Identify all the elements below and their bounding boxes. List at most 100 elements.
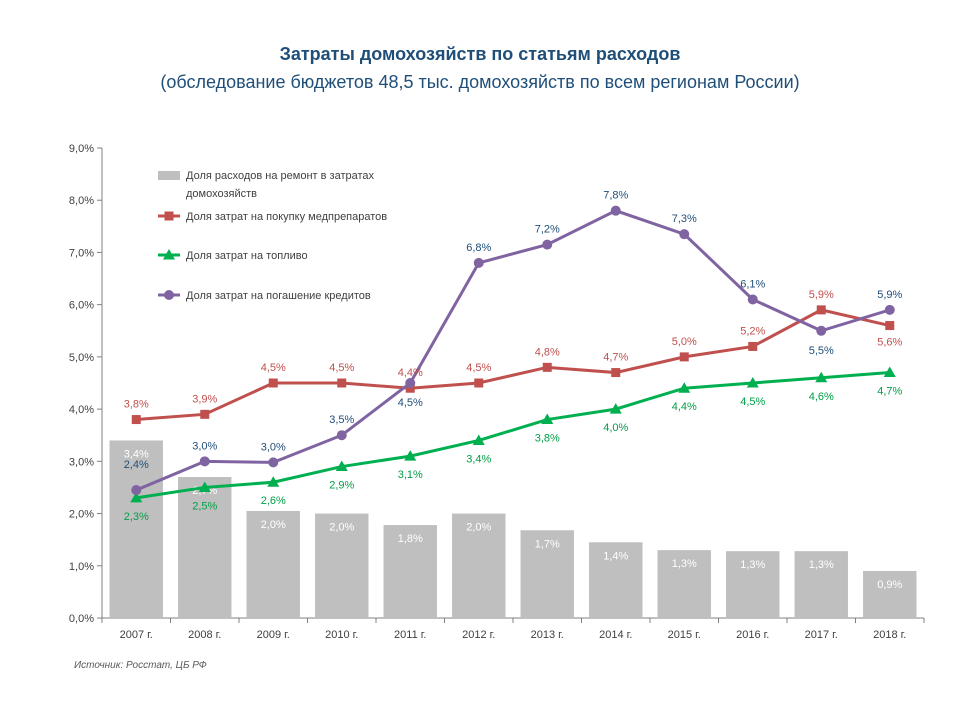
y-tick-label: 5,0% — [69, 352, 94, 364]
bar-label-repair: 1,4% — [603, 550, 628, 562]
data-label-fuel: 4,7% — [877, 386, 902, 398]
data-label-fuel: 3,8% — [535, 433, 560, 445]
data-label-medicine: 4,7% — [603, 352, 628, 364]
x-tick-label: 2013 г. — [531, 629, 564, 641]
x-tick-label: 2018 г. — [873, 629, 906, 641]
marker-medicine — [337, 378, 347, 388]
bar-repair — [383, 525, 437, 618]
x-tick-label: 2014 г. — [599, 629, 632, 641]
y-tick-label: 2,0% — [69, 509, 94, 521]
data-label-fuel: 4,4% — [672, 401, 697, 413]
marker-medicine — [611, 368, 621, 378]
legend-marker-medicine — [164, 211, 174, 221]
legend-label-repair: Доля расходов на ремонт в затратах домохо… — [186, 170, 375, 200]
legend-marker-fuel — [163, 249, 175, 260]
y-tick-label: 8,0% — [69, 195, 94, 207]
data-label-fuel: 2,3% — [124, 511, 149, 523]
y-tick-label: 4,0% — [69, 404, 94, 416]
marker-fuel — [815, 371, 828, 383]
data-label-credit: 3,0% — [261, 441, 286, 453]
data-label-credit: 5,5% — [809, 345, 834, 357]
marker-credit — [336, 430, 347, 441]
y-tick-label: 3,0% — [69, 456, 94, 468]
marker-credit — [610, 205, 621, 216]
marker-credit — [268, 457, 279, 468]
x-tick-label: 2010 г. — [325, 629, 358, 641]
marker-credit — [747, 294, 758, 305]
x-tick-label: 2008 г. — [188, 629, 221, 641]
x-tick-label: 2016 г. — [736, 629, 769, 641]
bar-repair — [863, 571, 917, 618]
marker-medicine — [200, 409, 210, 419]
marker-medicine — [542, 362, 552, 372]
bar-repair — [726, 551, 780, 618]
bar-repair — [657, 550, 711, 618]
x-tick-label: 2017 г. — [805, 629, 838, 641]
data-label-fuel: 4,6% — [809, 391, 834, 403]
chart-title: Затраты домохозяйств по статьям расходов — [279, 44, 681, 64]
marker-fuel — [130, 491, 143, 503]
data-label-fuel: 2,9% — [329, 480, 354, 492]
data-label-fuel: 4,5% — [740, 396, 765, 408]
data-label-credit: 6,8% — [466, 242, 491, 254]
marker-medicine — [405, 383, 415, 393]
marker-medicine — [748, 341, 758, 351]
line-fuel — [136, 371, 890, 500]
data-label-credit: 2,4% — [124, 459, 149, 471]
bar-label-repair: 1,7% — [535, 538, 560, 550]
source-note: Источник: Росстат, ЦБ РФ — [74, 660, 207, 671]
marker-fuel — [472, 434, 485, 445]
data-label-medicine: 4,5% — [329, 362, 354, 374]
marker-fuel — [746, 377, 759, 388]
line-medicine — [136, 308, 891, 422]
bar-repair — [452, 513, 506, 618]
data-label-fuel: 2,6% — [261, 495, 286, 507]
data-label-credit: 5,9% — [877, 289, 902, 301]
data-label-medicine: 4,4% — [398, 367, 423, 379]
marker-credit — [679, 229, 690, 240]
data-label-fuel: 4,0% — [603, 422, 628, 434]
x-tick-label: 2015 г. — [668, 629, 701, 641]
bar-repair — [520, 530, 574, 618]
marker-fuel — [678, 382, 691, 393]
marker-medicine — [131, 415, 141, 425]
data-label-fuel: 3,1% — [398, 469, 423, 481]
bar-label-repair: 1,3% — [809, 559, 834, 571]
marker-medicine — [885, 321, 895, 331]
marker-fuel — [198, 481, 211, 492]
bar-label-repair: 0,9% — [877, 579, 902, 591]
bar-label-repair: 1,3% — [740, 559, 765, 571]
bar-repair — [315, 513, 369, 618]
x-tick-label: 2009 г. — [257, 629, 290, 641]
data-label-medicine: 3,9% — [192, 393, 217, 405]
marker-credit — [816, 325, 827, 336]
x-tick-label: 2007 г. — [120, 629, 153, 641]
data-label-credit: 7,3% — [672, 213, 697, 225]
marker-fuel — [883, 366, 896, 378]
data-label-medicine: 4,5% — [466, 362, 491, 374]
y-tick-label: 9,0% — [69, 143, 94, 155]
marker-medicine — [268, 378, 278, 388]
marker-medicine — [474, 378, 484, 388]
marker-credit — [131, 485, 142, 496]
marker-fuel — [541, 413, 554, 425]
data-label-fuel: 2,5% — [192, 500, 217, 512]
data-label-medicine: 5,0% — [672, 336, 697, 348]
legend-swatch-repair — [158, 171, 180, 180]
bar-label-repair: 2,0% — [261, 519, 286, 531]
data-label-medicine: 4,8% — [535, 346, 560, 358]
bar-label-repair: 2,0% — [329, 522, 354, 534]
marker-credit — [473, 257, 484, 268]
x-tick-label: 2011 г. — [394, 629, 426, 641]
legend-label-medicine: Доля затрат на покупку медпрепаратов — [186, 211, 387, 223]
data-label-credit: 7,2% — [535, 224, 560, 236]
bar-label-repair: 1,8% — [398, 533, 423, 545]
marker-credit — [199, 456, 210, 467]
x-tick-label: 2012 г. — [462, 629, 495, 641]
y-tick-label: 7,0% — [69, 247, 94, 259]
marker-fuel — [404, 450, 417, 461]
legend-marker-credit — [164, 290, 174, 300]
bar-repair — [109, 440, 163, 618]
marker-fuel — [335, 460, 348, 472]
